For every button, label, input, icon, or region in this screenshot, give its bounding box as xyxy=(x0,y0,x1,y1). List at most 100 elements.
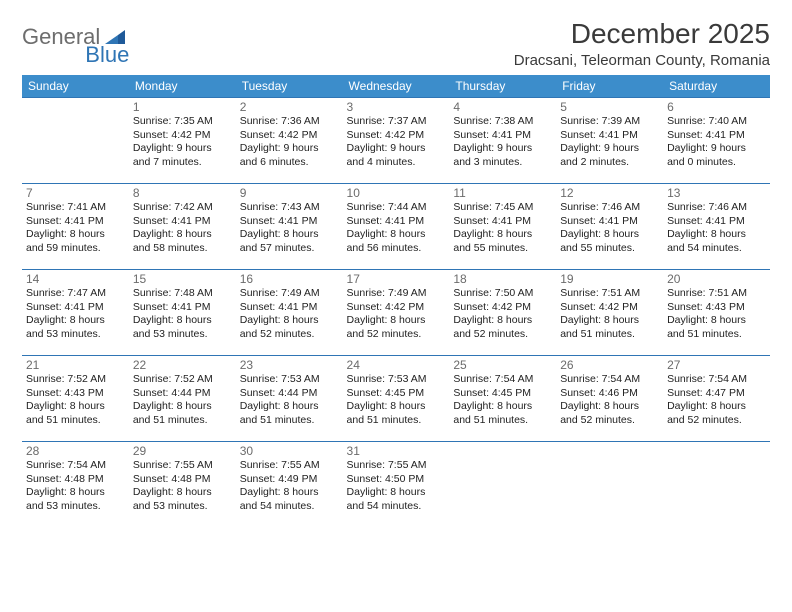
day-details: Sunrise: 7:51 AMSunset: 4:43 PMDaylight:… xyxy=(667,287,766,342)
day-number: 25 xyxy=(453,358,552,372)
calendar-body: 1Sunrise: 7:35 AMSunset: 4:42 PMDaylight… xyxy=(22,98,770,528)
calendar-cell: 15Sunrise: 7:48 AMSunset: 4:41 PMDayligh… xyxy=(129,270,236,356)
day-number: 18 xyxy=(453,272,552,286)
day-details: Sunrise: 7:54 AMSunset: 4:48 PMDaylight:… xyxy=(26,459,125,514)
day-details: Sunrise: 7:54 AMSunset: 4:46 PMDaylight:… xyxy=(560,373,659,428)
calendar-cell xyxy=(663,442,770,528)
day-number: 7 xyxy=(26,186,125,200)
day-number: 1 xyxy=(133,100,232,114)
calendar-cell: 18Sunrise: 7:50 AMSunset: 4:42 PMDayligh… xyxy=(449,270,556,356)
calendar-cell: 28Sunrise: 7:54 AMSunset: 4:48 PMDayligh… xyxy=(22,442,129,528)
calendar-cell: 4Sunrise: 7:38 AMSunset: 4:41 PMDaylight… xyxy=(449,98,556,184)
calendar-header-row: SundayMondayTuesdayWednesdayThursdayFrid… xyxy=(22,75,770,98)
day-number: 10 xyxy=(347,186,446,200)
header: General Blue December 2025 Dracsani, Tel… xyxy=(22,18,770,69)
day-number: 13 xyxy=(667,186,766,200)
day-number: 24 xyxy=(347,358,446,372)
day-header: Monday xyxy=(129,75,236,98)
day-details: Sunrise: 7:54 AMSunset: 4:45 PMDaylight:… xyxy=(453,373,552,428)
day-number: 19 xyxy=(560,272,659,286)
calendar-week-row: 21Sunrise: 7:52 AMSunset: 4:43 PMDayligh… xyxy=(22,356,770,442)
calendar-cell: 7Sunrise: 7:41 AMSunset: 4:41 PMDaylight… xyxy=(22,184,129,270)
calendar-cell: 3Sunrise: 7:37 AMSunset: 4:42 PMDaylight… xyxy=(343,98,450,184)
day-details: Sunrise: 7:53 AMSunset: 4:45 PMDaylight:… xyxy=(347,373,446,428)
day-number: 31 xyxy=(347,444,446,458)
calendar-cell: 1Sunrise: 7:35 AMSunset: 4:42 PMDaylight… xyxy=(129,98,236,184)
calendar-cell xyxy=(22,98,129,184)
day-details: Sunrise: 7:52 AMSunset: 4:44 PMDaylight:… xyxy=(133,373,232,428)
day-details: Sunrise: 7:46 AMSunset: 4:41 PMDaylight:… xyxy=(560,201,659,256)
day-header: Friday xyxy=(556,75,663,98)
day-details: Sunrise: 7:40 AMSunset: 4:41 PMDaylight:… xyxy=(667,115,766,170)
calendar-cell: 10Sunrise: 7:44 AMSunset: 4:41 PMDayligh… xyxy=(343,184,450,270)
day-header: Thursday xyxy=(449,75,556,98)
day-details: Sunrise: 7:35 AMSunset: 4:42 PMDaylight:… xyxy=(133,115,232,170)
day-details: Sunrise: 7:49 AMSunset: 4:41 PMDaylight:… xyxy=(240,287,339,342)
logo: General Blue xyxy=(22,24,175,50)
calendar-cell: 27Sunrise: 7:54 AMSunset: 4:47 PMDayligh… xyxy=(663,356,770,442)
calendar-cell: 22Sunrise: 7:52 AMSunset: 4:44 PMDayligh… xyxy=(129,356,236,442)
day-number: 9 xyxy=(240,186,339,200)
calendar-table: SundayMondayTuesdayWednesdayThursdayFrid… xyxy=(22,75,770,528)
day-details: Sunrise: 7:38 AMSunset: 4:41 PMDaylight:… xyxy=(453,115,552,170)
day-details: Sunrise: 7:52 AMSunset: 4:43 PMDaylight:… xyxy=(26,373,125,428)
title-block: December 2025 Dracsani, Teleorman County… xyxy=(514,18,770,69)
calendar-cell: 19Sunrise: 7:51 AMSunset: 4:42 PMDayligh… xyxy=(556,270,663,356)
day-details: Sunrise: 7:43 AMSunset: 4:41 PMDaylight:… xyxy=(240,201,339,256)
day-details: Sunrise: 7:55 AMSunset: 4:48 PMDaylight:… xyxy=(133,459,232,514)
day-number: 23 xyxy=(240,358,339,372)
day-number: 12 xyxy=(560,186,659,200)
calendar-week-row: 1Sunrise: 7:35 AMSunset: 4:42 PMDaylight… xyxy=(22,98,770,184)
day-details: Sunrise: 7:54 AMSunset: 4:47 PMDaylight:… xyxy=(667,373,766,428)
day-details: Sunrise: 7:55 AMSunset: 4:49 PMDaylight:… xyxy=(240,459,339,514)
day-details: Sunrise: 7:45 AMSunset: 4:41 PMDaylight:… xyxy=(453,201,552,256)
calendar-cell: 9Sunrise: 7:43 AMSunset: 4:41 PMDaylight… xyxy=(236,184,343,270)
day-number: 20 xyxy=(667,272,766,286)
day-number: 22 xyxy=(133,358,232,372)
day-details: Sunrise: 7:41 AMSunset: 4:41 PMDaylight:… xyxy=(26,201,125,256)
calendar-cell: 6Sunrise: 7:40 AMSunset: 4:41 PMDaylight… xyxy=(663,98,770,184)
day-number: 14 xyxy=(26,272,125,286)
day-number: 30 xyxy=(240,444,339,458)
calendar-cell: 17Sunrise: 7:49 AMSunset: 4:42 PMDayligh… xyxy=(343,270,450,356)
calendar-cell: 14Sunrise: 7:47 AMSunset: 4:41 PMDayligh… xyxy=(22,270,129,356)
day-details: Sunrise: 7:50 AMSunset: 4:42 PMDaylight:… xyxy=(453,287,552,342)
calendar-cell: 29Sunrise: 7:55 AMSunset: 4:48 PMDayligh… xyxy=(129,442,236,528)
calendar-cell: 5Sunrise: 7:39 AMSunset: 4:41 PMDaylight… xyxy=(556,98,663,184)
day-number: 4 xyxy=(453,100,552,114)
day-number: 3 xyxy=(347,100,446,114)
day-details: Sunrise: 7:36 AMSunset: 4:42 PMDaylight:… xyxy=(240,115,339,170)
day-details: Sunrise: 7:47 AMSunset: 4:41 PMDaylight:… xyxy=(26,287,125,342)
calendar-cell: 8Sunrise: 7:42 AMSunset: 4:41 PMDaylight… xyxy=(129,184,236,270)
day-number: 29 xyxy=(133,444,232,458)
day-header: Sunday xyxy=(22,75,129,98)
calendar-cell: 13Sunrise: 7:46 AMSunset: 4:41 PMDayligh… xyxy=(663,184,770,270)
day-number: 26 xyxy=(560,358,659,372)
day-details: Sunrise: 7:53 AMSunset: 4:44 PMDaylight:… xyxy=(240,373,339,428)
day-number: 28 xyxy=(26,444,125,458)
calendar-cell: 24Sunrise: 7:53 AMSunset: 4:45 PMDayligh… xyxy=(343,356,450,442)
day-details: Sunrise: 7:42 AMSunset: 4:41 PMDaylight:… xyxy=(133,201,232,256)
day-details: Sunrise: 7:48 AMSunset: 4:41 PMDaylight:… xyxy=(133,287,232,342)
calendar-cell: 2Sunrise: 7:36 AMSunset: 4:42 PMDaylight… xyxy=(236,98,343,184)
calendar-cell: 12Sunrise: 7:46 AMSunset: 4:41 PMDayligh… xyxy=(556,184,663,270)
day-details: Sunrise: 7:37 AMSunset: 4:42 PMDaylight:… xyxy=(347,115,446,170)
day-details: Sunrise: 7:49 AMSunset: 4:42 PMDaylight:… xyxy=(347,287,446,342)
day-number: 17 xyxy=(347,272,446,286)
calendar-cell: 11Sunrise: 7:45 AMSunset: 4:41 PMDayligh… xyxy=(449,184,556,270)
calendar-cell: 31Sunrise: 7:55 AMSunset: 4:50 PMDayligh… xyxy=(343,442,450,528)
calendar-cell: 26Sunrise: 7:54 AMSunset: 4:46 PMDayligh… xyxy=(556,356,663,442)
day-number: 8 xyxy=(133,186,232,200)
day-details: Sunrise: 7:51 AMSunset: 4:42 PMDaylight:… xyxy=(560,287,659,342)
calendar-week-row: 14Sunrise: 7:47 AMSunset: 4:41 PMDayligh… xyxy=(22,270,770,356)
day-header: Saturday xyxy=(663,75,770,98)
calendar-week-row: 28Sunrise: 7:54 AMSunset: 4:48 PMDayligh… xyxy=(22,442,770,528)
day-details: Sunrise: 7:55 AMSunset: 4:50 PMDaylight:… xyxy=(347,459,446,514)
calendar-cell xyxy=(449,442,556,528)
day-number: 6 xyxy=(667,100,766,114)
location-text: Dracsani, Teleorman County, Romania xyxy=(514,52,770,69)
calendar-week-row: 7Sunrise: 7:41 AMSunset: 4:41 PMDaylight… xyxy=(22,184,770,270)
calendar-cell: 21Sunrise: 7:52 AMSunset: 4:43 PMDayligh… xyxy=(22,356,129,442)
day-number: 5 xyxy=(560,100,659,114)
day-number: 16 xyxy=(240,272,339,286)
